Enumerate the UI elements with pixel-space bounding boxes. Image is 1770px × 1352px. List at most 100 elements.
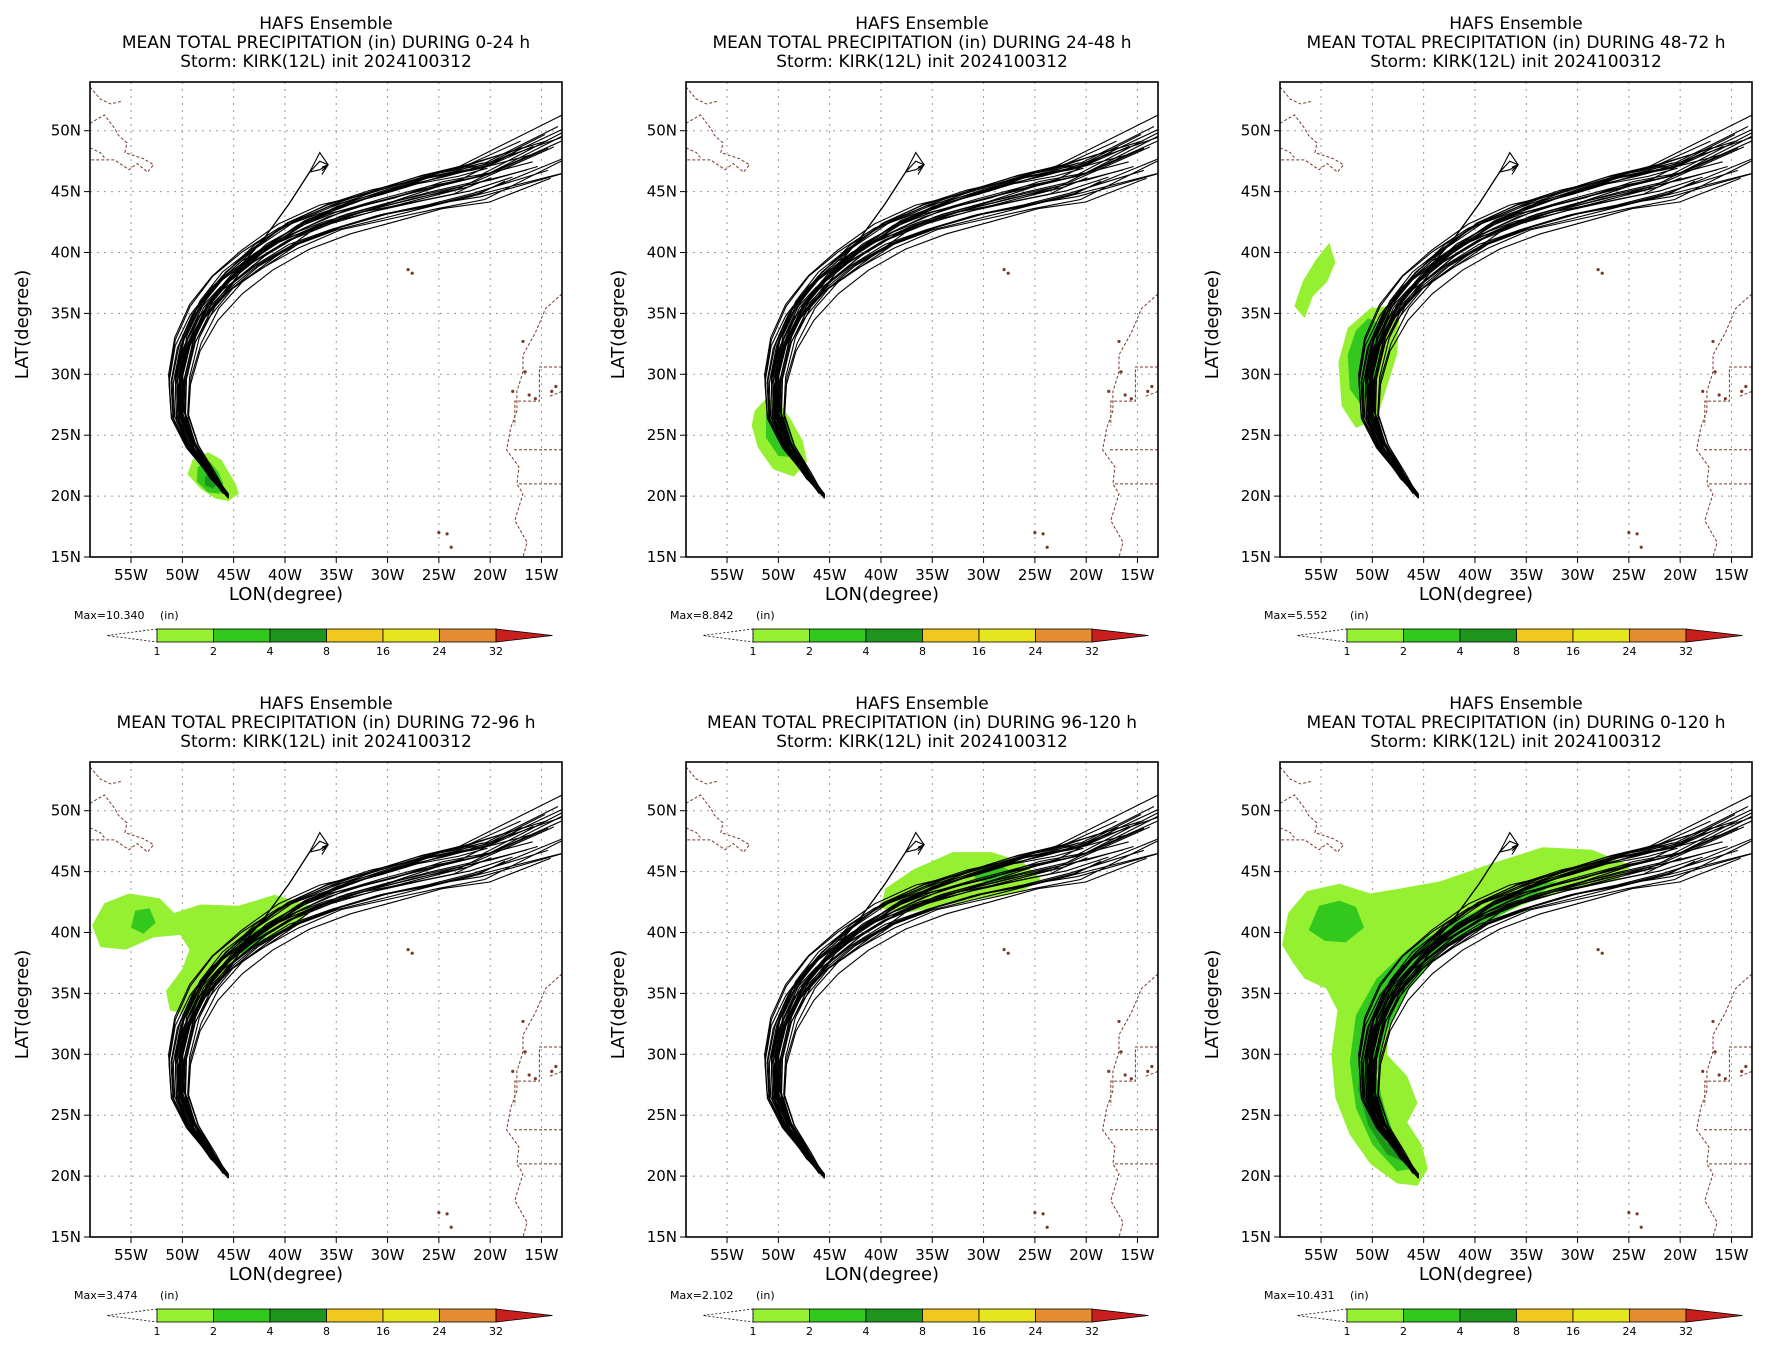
island <box>523 1050 527 1054</box>
y-tick-label: 15N <box>51 548 81 566</box>
x-tick-label: 30W <box>1561 1246 1595 1264</box>
y-tick-label: 45N <box>51 863 81 881</box>
colorbar-segment <box>1403 628 1461 643</box>
island <box>1723 397 1727 401</box>
y-tick-label: 15N <box>1241 548 1271 566</box>
colorbar-tick-label: 32 <box>1679 1325 1693 1338</box>
ensemble-track <box>779 145 1130 495</box>
colorbar-tick-label: 4 <box>863 1325 870 1338</box>
precip-area <box>1282 847 1631 1186</box>
x-tick-label: 50W <box>165 1246 199 1264</box>
colorbar-over-arrow <box>1091 1308 1149 1323</box>
y-tick-label: 25N <box>51 426 81 444</box>
ensemble-track <box>1368 140 1738 498</box>
x-tick-label: 30W <box>371 566 405 584</box>
ensemble-track <box>1358 167 1678 498</box>
legend-unit: (in) <box>160 1289 179 1302</box>
x-axis-label: LON(degree) <box>229 1264 343 1285</box>
ensemble-track <box>1369 860 1696 1176</box>
colorbar-over-arrow <box>1685 628 1743 643</box>
colorbar-segment <box>1629 628 1687 643</box>
plot-area <box>686 762 1158 1237</box>
precip-area <box>131 908 156 934</box>
ensemble-track <box>188 845 538 1175</box>
y-tick-label: 35N <box>1241 304 1271 322</box>
panel-storm: Storm: KIRK(12L) init 2024100312 <box>1370 732 1662 752</box>
island <box>1713 370 1717 374</box>
coastline <box>90 86 121 105</box>
ensemble-track <box>1364 816 1752 1177</box>
colorbar-tick-label: 2 <box>210 645 217 658</box>
x-tick-label: 50W <box>1355 1246 1389 1264</box>
coastline <box>1704 366 1752 426</box>
ensemble-track <box>181 173 562 499</box>
colorbar-tick-label: 8 <box>323 1325 330 1338</box>
ensemble-track <box>783 177 1147 498</box>
x-tick-label: 40W <box>864 1246 898 1264</box>
y-tick-label: 25N <box>1241 426 1271 444</box>
x-axis-label: LON(degree) <box>1419 1264 1533 1285</box>
island <box>527 393 531 397</box>
coastline <box>1280 147 1295 158</box>
x-tick-label: 40W <box>268 566 302 584</box>
ensemble-track <box>1371 173 1752 499</box>
x-tick-label: 30W <box>967 1246 1001 1264</box>
colorbar-under-arrow <box>106 628 158 643</box>
x-tick-label: 55W <box>1304 566 1338 584</box>
island <box>511 1069 515 1073</box>
y-tick-label: 20N <box>647 1167 677 1185</box>
colorbar: Max=5.552 (in)1 2 4 8 16 24 32 <box>1264 609 1743 658</box>
panel-title: HAFS Ensemble <box>1449 694 1582 714</box>
ensemble-track <box>168 135 562 499</box>
y-tick-label: 35N <box>647 304 677 322</box>
island <box>1006 271 1010 275</box>
colorbar-tick-label: 2 <box>806 1325 813 1338</box>
ensemble-track <box>1377 177 1741 498</box>
colorbar-segment <box>752 1308 810 1323</box>
colorbar-tick-label: 32 <box>1085 645 1099 658</box>
y-tick-label: 35N <box>51 984 81 1002</box>
island <box>533 1077 537 1081</box>
ensemble-track <box>776 161 1129 499</box>
colorbar-tick-label: 16 <box>972 1325 986 1338</box>
island <box>1627 1211 1631 1215</box>
precip-area <box>1349 881 1557 1172</box>
coastline <box>90 766 121 785</box>
colorbar-segment <box>213 1308 271 1323</box>
coastline <box>1280 86 1311 105</box>
island <box>1129 1077 1133 1081</box>
x-tick-label: 15W <box>525 1246 559 1264</box>
island <box>550 1069 554 1073</box>
ensemble-track <box>1360 182 1668 497</box>
ensemble-track <box>183 825 534 1175</box>
island <box>1107 389 1111 393</box>
max-label: Max=10.431 <box>1264 1289 1334 1302</box>
colorbar-tick-label: 24 <box>433 1325 447 1338</box>
y-tick-label: 40N <box>51 244 81 262</box>
ensemble-track <box>184 146 555 497</box>
y-tick-label: 25N <box>647 1106 677 1124</box>
x-tick-label: 20W <box>1663 1246 1697 1264</box>
ensemble-track <box>1374 146 1745 497</box>
y-tick-label: 30N <box>647 365 677 383</box>
colorbar-segment <box>1572 1308 1630 1323</box>
y-tick-label: 30N <box>1241 1045 1271 1063</box>
ensemble-track <box>774 820 1144 1178</box>
island <box>1717 393 1721 397</box>
x-tick-label: 35W <box>319 566 353 584</box>
ensemble-track <box>183 145 534 495</box>
colorbar-tick-label: 32 <box>1085 1325 1099 1338</box>
coastline <box>549 1070 562 1077</box>
island <box>445 1212 449 1216</box>
ensemble-track <box>770 816 1158 1177</box>
panel-title: HAFS Ensemble <box>1449 14 1582 34</box>
x-tick-label: 30W <box>371 1246 405 1264</box>
island <box>1041 1212 1045 1216</box>
x-tick-label: 15W <box>1121 566 1155 584</box>
max-label: Max=3.474 <box>74 1289 137 1302</box>
island <box>449 1225 453 1229</box>
colorbar-segment <box>269 628 327 643</box>
colorbar-segment <box>1346 1308 1404 1323</box>
colorbar-under-arrow <box>702 628 754 643</box>
